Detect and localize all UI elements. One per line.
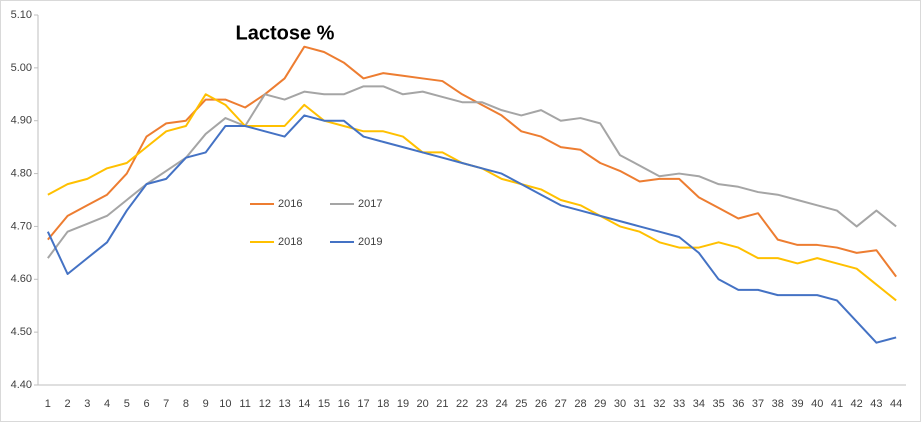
legend-label: 2016 xyxy=(278,198,302,210)
x-tick-label: 33 xyxy=(673,398,685,410)
series-line xyxy=(47,85,897,259)
series-line xyxy=(47,45,897,278)
x-tick-label: 11 xyxy=(239,398,250,410)
x-tick-label: 37 xyxy=(752,398,764,410)
x-tick-label: 19 xyxy=(397,398,409,410)
x-tick-label: 40 xyxy=(811,398,823,410)
x-tick-label: 20 xyxy=(417,398,429,410)
x-tick-label: 18 xyxy=(377,398,389,410)
x-tick-label: 21 xyxy=(436,398,448,410)
legend-label: 2017 xyxy=(358,198,382,210)
x-tick-label: 29 xyxy=(594,398,606,410)
x-tick-label: 9 xyxy=(203,398,209,410)
x-tick-label: 25 xyxy=(515,398,527,410)
x-tick-label: 13 xyxy=(278,398,290,410)
x-tick-label: 31 xyxy=(634,398,646,410)
legend-label: 2019 xyxy=(358,236,382,248)
y-tick-label: 5.00 xyxy=(11,62,32,74)
x-tick-label: 38 xyxy=(772,398,784,410)
x-tick-label: 15 xyxy=(318,398,330,410)
y-tick-label: 4.50 xyxy=(11,326,32,338)
x-tick-label: 14 xyxy=(298,398,310,410)
x-tick-label: 28 xyxy=(574,398,586,410)
x-tick-label: 26 xyxy=(535,398,547,410)
x-tick-label: 24 xyxy=(495,398,507,410)
x-tick-label: 22 xyxy=(456,398,468,410)
y-tick-label: 5.10 xyxy=(11,9,32,21)
x-tick-label: 7 xyxy=(163,398,169,410)
x-tick-label: 35 xyxy=(712,398,724,410)
x-tick-label: 6 xyxy=(143,398,149,410)
x-tick-label: 43 xyxy=(870,398,882,410)
x-tick-label: 3 xyxy=(84,398,90,410)
x-tick-label: 4 xyxy=(104,398,110,410)
y-tick-label: 4.80 xyxy=(11,167,32,179)
x-tick-label: 39 xyxy=(791,398,803,410)
series-line xyxy=(46,114,897,344)
y-tick-label: 4.90 xyxy=(11,115,32,127)
x-tick-label: 12 xyxy=(259,398,271,410)
x-tick-label: 2 xyxy=(65,398,71,410)
y-tick-label: 4.60 xyxy=(11,273,32,285)
x-tick-label: 5 xyxy=(124,398,130,410)
x-tick-label: 8 xyxy=(183,398,189,410)
x-tick-label: 27 xyxy=(555,398,567,410)
x-tick-label: 16 xyxy=(338,398,350,410)
x-tick-label: 34 xyxy=(693,398,705,410)
x-tick-label: 17 xyxy=(357,398,369,410)
x-tick-label: 41 xyxy=(831,398,843,410)
x-tick-label: 32 xyxy=(653,398,665,410)
legend-label: 2018 xyxy=(278,236,302,248)
x-tick-label: 23 xyxy=(476,398,488,410)
y-tick-label: 4.70 xyxy=(11,220,32,232)
x-tick-label: 30 xyxy=(614,398,626,410)
y-tick-label: 4.40 xyxy=(11,379,32,391)
x-tick-label: 1 xyxy=(45,398,51,410)
x-tick-label: 42 xyxy=(851,398,863,410)
chart-title: Lactose % xyxy=(236,22,335,44)
x-tick-label: 10 xyxy=(219,398,231,410)
x-tick-label: 44 xyxy=(890,398,902,410)
x-tick-label: 36 xyxy=(732,398,744,410)
